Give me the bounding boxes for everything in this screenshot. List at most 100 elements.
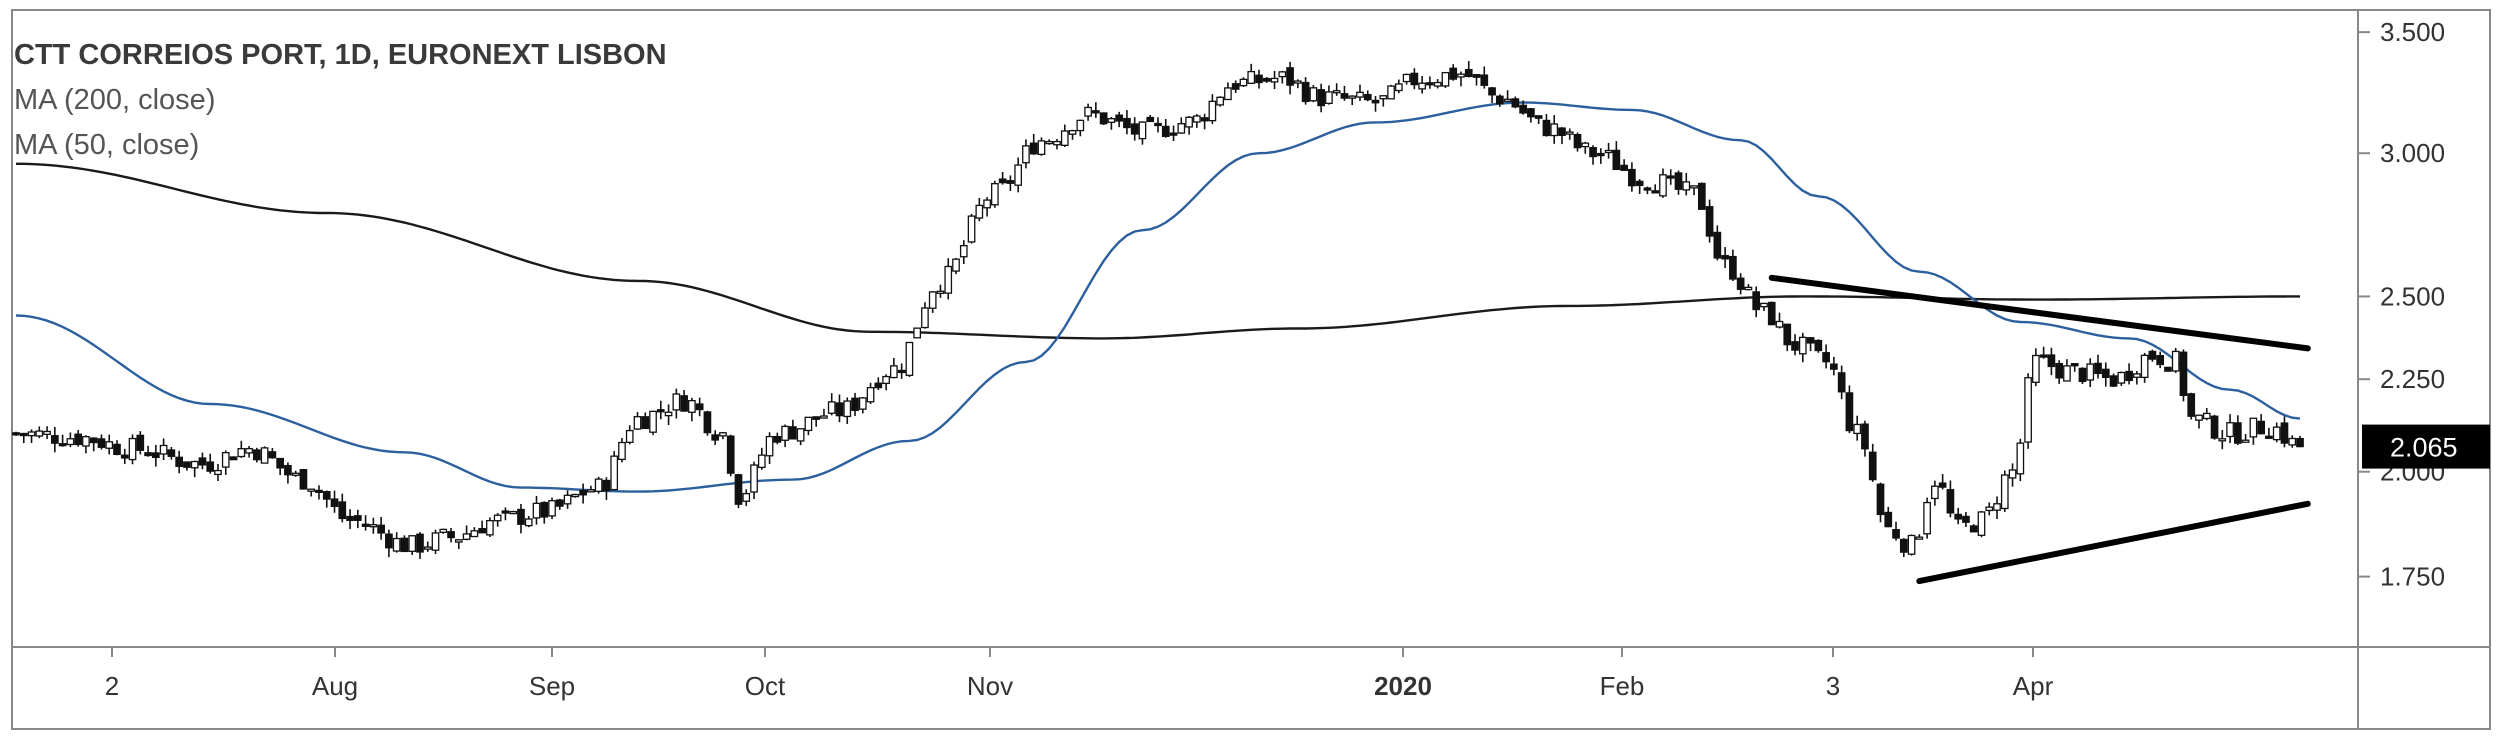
candle <box>2272 422 2281 443</box>
candle-body <box>1495 95 1504 105</box>
candle-body <box>221 451 230 468</box>
candle <box>618 438 626 463</box>
candle-body <box>851 397 859 412</box>
candle-body <box>128 437 137 461</box>
candle-body <box>827 401 836 414</box>
candle-body <box>1130 123 1139 135</box>
candle <box>540 501 549 524</box>
candle <box>2179 349 2188 402</box>
candle-body <box>478 528 486 534</box>
candle-body <box>1907 534 1916 555</box>
candle <box>625 425 634 445</box>
candle <box>1612 141 1621 171</box>
candle <box>765 432 774 464</box>
candle <box>1596 148 1605 164</box>
candle-body <box>773 435 782 443</box>
candle-body <box>1464 68 1473 78</box>
candle-body <box>97 438 106 448</box>
candle <box>35 426 44 439</box>
candle-body <box>672 393 681 411</box>
candle-body <box>1262 77 1271 82</box>
candle-body <box>2140 354 2149 379</box>
candle-body <box>952 258 960 272</box>
candle <box>1962 511 1970 528</box>
candle <box>144 445 152 457</box>
candle-body <box>82 436 90 447</box>
candle <box>711 430 720 446</box>
candle <box>1923 497 1931 539</box>
candle <box>1278 70 1287 84</box>
candle-body <box>866 387 875 403</box>
candle <box>462 525 471 541</box>
candle <box>563 490 572 509</box>
candle-body <box>1977 511 1986 536</box>
candle <box>369 517 378 534</box>
candle <box>1200 113 1209 130</box>
candle <box>866 382 875 405</box>
candle <box>1573 132 1582 152</box>
candle-body <box>1620 164 1628 171</box>
candle <box>1076 119 1085 137</box>
candle <box>97 434 106 450</box>
candle <box>1449 64 1458 81</box>
outer-border <box>11 9 2491 730</box>
candle-body <box>2179 351 2188 396</box>
candle <box>2148 349 2157 362</box>
candle <box>1006 175 1015 191</box>
candle-body <box>820 415 828 419</box>
candle <box>1643 186 1652 195</box>
candle <box>1899 538 1908 558</box>
candle <box>548 497 556 520</box>
candle-body <box>998 178 1007 184</box>
candle-body <box>1589 147 1597 158</box>
candle-body <box>307 488 316 492</box>
candle-body <box>1628 168 1636 187</box>
candle <box>1511 96 1520 109</box>
candle <box>400 535 409 553</box>
candle-body <box>1387 85 1395 100</box>
candle <box>470 527 479 538</box>
candle-body <box>1899 538 1908 553</box>
candle <box>998 171 1007 185</box>
candle <box>1495 94 1504 107</box>
candle-body <box>804 416 813 432</box>
candle <box>1527 107 1535 123</box>
candle <box>1938 474 1947 490</box>
candle-body <box>377 524 385 534</box>
candle-body <box>610 455 619 491</box>
candle <box>517 503 525 534</box>
candle-body <box>1092 110 1100 114</box>
candle-body <box>1931 485 1939 500</box>
candle-body <box>1697 182 1706 210</box>
candle <box>159 438 168 461</box>
candle-body <box>1286 67 1294 86</box>
candle-body <box>1550 123 1559 137</box>
candle <box>136 431 145 455</box>
candle-body <box>299 469 308 490</box>
candle-body <box>1868 451 1877 481</box>
candle <box>2008 463 2017 487</box>
candle-body <box>43 430 51 435</box>
candle <box>330 490 339 513</box>
candle <box>1830 356 1838 376</box>
candle <box>719 431 727 440</box>
candle-body <box>1643 187 1652 191</box>
candle-body <box>1317 89 1325 107</box>
candle-body <box>1752 291 1761 311</box>
candle <box>268 448 277 459</box>
candle <box>1092 102 1100 118</box>
candle <box>198 452 207 470</box>
candle-body <box>2226 422 2234 438</box>
candle <box>408 535 417 555</box>
candle-body <box>2024 377 2032 443</box>
candle <box>190 460 199 478</box>
candle-body <box>175 456 183 467</box>
candle-body <box>1402 73 1411 83</box>
candle-body <box>105 441 114 449</box>
candle <box>2125 363 2133 385</box>
candle-body <box>1418 82 1426 90</box>
candle-body <box>284 464 292 476</box>
candle <box>1907 534 1916 556</box>
